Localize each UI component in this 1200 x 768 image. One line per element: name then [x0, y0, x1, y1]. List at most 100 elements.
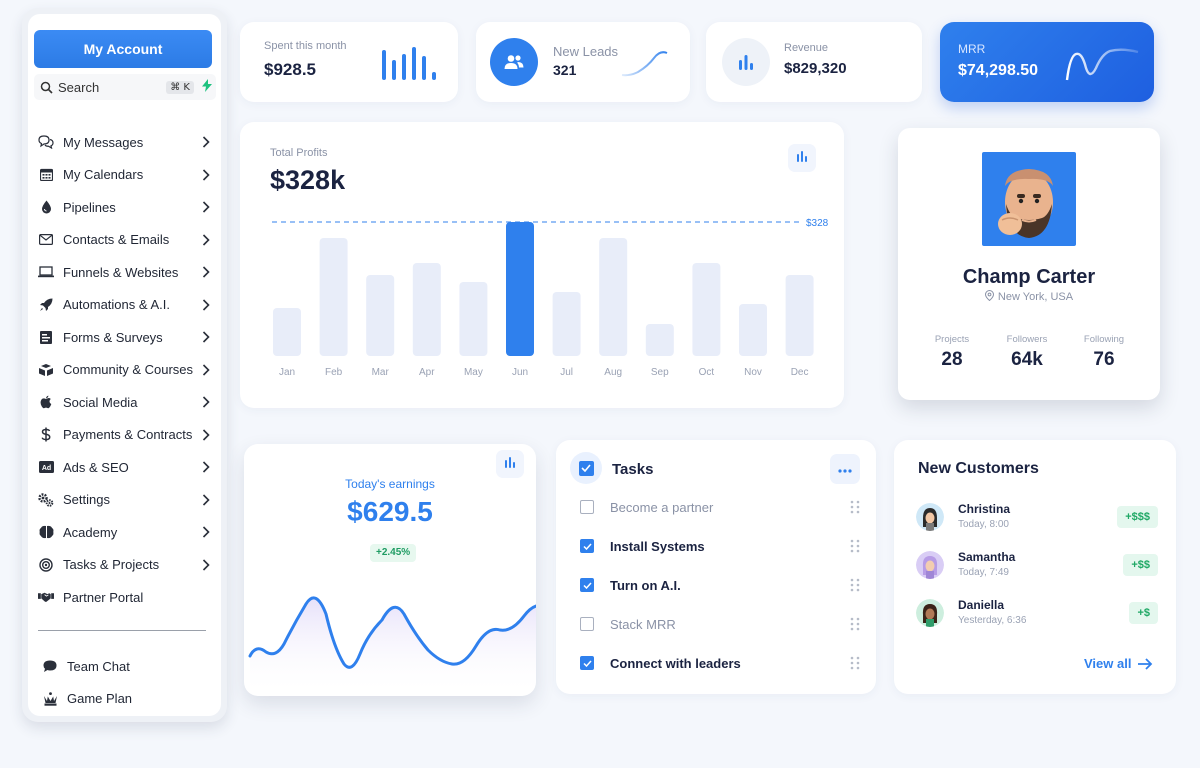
bar-chart-icon: [504, 455, 516, 473]
customer-row[interactable]: Christina Today, 8:00 +$$$: [916, 502, 1158, 536]
chart-bar[interactable]: [599, 238, 628, 356]
sidebar-item-academy[interactable]: Academy: [34, 516, 212, 549]
stat-value: 321: [553, 62, 577, 78]
chart-bar[interactable]: [273, 308, 301, 356]
sidebar-item-tasks-projects[interactable]: Tasks & Projects: [34, 549, 212, 582]
chart-tick-label: May: [464, 367, 483, 378]
more-options-button[interactable]: [830, 454, 860, 484]
stat-label: New Leads: [553, 44, 619, 59]
drag-handle-icon[interactable]: [850, 656, 860, 670]
sidebar-item-calendars[interactable]: My Calendars: [34, 159, 212, 192]
drag-handle-icon[interactable]: [850, 539, 860, 553]
sidebar-item-payments[interactable]: Payments & Contracts: [34, 419, 212, 452]
chess-icon: [42, 691, 58, 707]
chart-tick-label: Mar: [372, 367, 390, 378]
sidebar-item-partner-portal[interactable]: Partner Portal: [34, 581, 212, 614]
chevron-right-icon: [200, 234, 212, 246]
sidebar-item-funnels[interactable]: Funnels & Websites: [34, 256, 212, 289]
chart-tick-label: Oct: [699, 367, 715, 378]
customer-name: Samantha: [958, 550, 1016, 564]
sidebar-item-pipelines[interactable]: Pipelines: [34, 191, 212, 224]
sidebar-item-forms[interactable]: Forms & Surveys: [34, 321, 212, 354]
task-label: Connect with leaders: [610, 655, 741, 671]
profile-stat-value: 76: [1093, 349, 1115, 370]
drag-handle-icon[interactable]: [850, 500, 860, 514]
task-checkbox[interactable]: [580, 656, 594, 670]
search-input[interactable]: Search ⌘ K: [34, 74, 216, 100]
customers-card: New Customers Christina Today, 8:00 +$$$…: [894, 440, 1176, 694]
task-label: Become a partner: [610, 499, 714, 515]
task-checkbox[interactable]: [580, 500, 594, 514]
task-label: Turn on A.I.: [610, 577, 681, 593]
calendar-icon: [38, 167, 54, 183]
sidebar-item-team-chat[interactable]: Team Chat: [38, 650, 216, 683]
tasks-check-icon[interactable]: [570, 452, 602, 484]
chart-bar[interactable]: [552, 292, 581, 356]
sidebar-item-label: Pipelines: [63, 199, 116, 215]
sidebar-item-label: Ads & SEO: [63, 459, 129, 475]
earnings-options-button[interactable]: [496, 450, 524, 478]
drag-handle-icon[interactable]: [850, 578, 860, 592]
drag-handle-icon[interactable]: [850, 617, 860, 631]
sidebar-item-automations[interactable]: Automations & A.I.: [34, 289, 212, 322]
chart-bar[interactable]: [412, 263, 441, 356]
laptop-icon: [38, 264, 54, 280]
mini-bars-icon: [382, 47, 436, 80]
stat-value: $74,298.50: [958, 62, 1039, 79]
sidebar-item-label: Settings: [63, 492, 110, 508]
customer-row[interactable]: Samantha Today, 7:49 +$$: [916, 550, 1158, 584]
handshake-icon: [38, 589, 54, 605]
customer-time: Yesterday, 6:36: [958, 615, 1027, 626]
task-item[interactable]: Become a partner: [580, 497, 860, 517]
profile-location: New York, USA: [898, 289, 1160, 303]
sidebar-item-contacts[interactable]: Contacts & Emails: [34, 224, 212, 257]
task-item[interactable]: Connect with leaders: [580, 653, 860, 673]
messages-icon: [38, 134, 54, 150]
chart-bar[interactable]: [459, 282, 488, 356]
stat-card-spent: Spent this month $928.5: [240, 22, 458, 102]
chart-tick-label: Jul: [560, 367, 573, 378]
sidebar-item-settings[interactable]: Settings: [34, 484, 212, 517]
chart-bar[interactable]: [319, 238, 348, 356]
view-all-link[interactable]: View all: [1084, 656, 1153, 671]
sidebar-item-ads-seo[interactable]: Ad Ads & SEO: [34, 451, 212, 484]
sidebar-item-label: My Calendars: [63, 167, 144, 183]
chart-bar[interactable]: [785, 275, 814, 356]
customer-row[interactable]: Daniella Yesterday, 6:36 +$: [916, 598, 1158, 632]
profits-card: Total Profits $328k $328 Jan Feb Mar Apr May J…: [240, 122, 844, 408]
chart-bar[interactable]: [366, 275, 395, 356]
bolt-icon[interactable]: [202, 79, 212, 95]
sparkline-icon: [1065, 48, 1139, 81]
profile-stat-label: Projects: [934, 334, 970, 345]
sidebar-item-label: Automations & A.I.: [63, 297, 170, 313]
task-item[interactable]: Stack MRR: [580, 614, 860, 634]
chart-bar[interactable]: [739, 304, 767, 356]
sidebar-item-messages[interactable]: My Messages: [34, 126, 212, 159]
task-checkbox[interactable]: [580, 617, 594, 631]
sidebar-item-social-media[interactable]: Social Media: [34, 386, 212, 419]
chevron-right-icon: [200, 396, 212, 408]
chart-tick-label: Dec: [791, 367, 809, 378]
task-item[interactable]: Install Systems: [580, 536, 860, 556]
profits-chart: $328 Jan Feb Mar Apr May Jun Jul Aug Sep Oct Nov Dec: [272, 218, 829, 378]
task-checkbox[interactable]: [580, 539, 594, 553]
profile-stat-projects: Projects 28: [912, 334, 992, 371]
sidebar-item-community[interactable]: Community & Courses: [34, 354, 212, 387]
profile-stat-followers: Followers 64k: [987, 334, 1067, 371]
task-checkbox[interactable]: [580, 578, 594, 592]
chart-bar[interactable]: [645, 324, 674, 356]
sidebar-item-game-plan[interactable]: Game Plan: [38, 683, 216, 716]
chart-bar[interactable]: [692, 263, 721, 356]
stat-card-revenue: Revenue $829,320: [706, 22, 922, 102]
form-icon: [38, 329, 54, 345]
chart-options-button[interactable]: [788, 144, 816, 172]
my-account-button[interactable]: My Account: [34, 30, 212, 68]
earnings-line-chart: [248, 596, 536, 696]
chevron-right-icon: [200, 266, 212, 278]
chart-bar[interactable]: [506, 222, 534, 356]
avatar: [982, 152, 1076, 246]
sparkline-icon: [621, 51, 668, 77]
sidebar-item-label: Academy: [63, 524, 118, 540]
task-item[interactable]: Turn on A.I.: [580, 575, 860, 595]
chart-tick-label: Jun: [512, 367, 528, 378]
